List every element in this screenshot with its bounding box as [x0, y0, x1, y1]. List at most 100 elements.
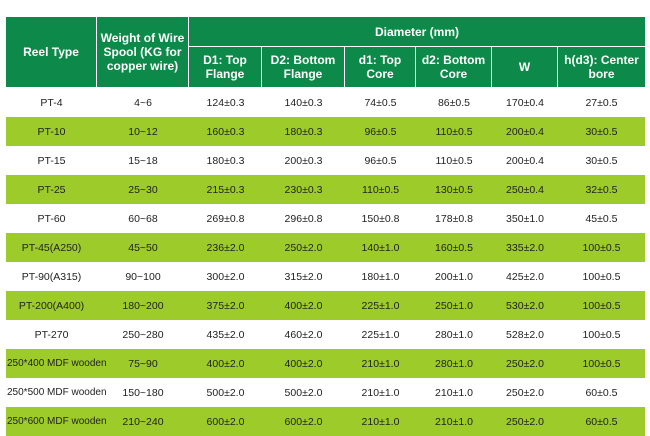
header-diameter: Diameter (mm): [189, 17, 645, 47]
cell-reel-type: 250*400 MDF wooden: [6, 349, 107, 378]
cell-top-flange: 500±2.0: [189, 378, 262, 407]
cell-center-bore: 60±0.5: [558, 407, 645, 436]
cell-w: 200±0.4: [492, 146, 558, 175]
cell-w: 170±0.4: [492, 88, 558, 117]
cell-center-bore: 30±0.5: [558, 117, 645, 146]
cell-top-core: 150±0.8: [345, 204, 416, 233]
cell-bottom-flange: 180±0.3: [262, 117, 345, 146]
cell-reel-type: PT-10: [6, 117, 97, 146]
cell-top-flange: 269±0.8: [189, 204, 262, 233]
cell-w: 250±2.0: [492, 378, 558, 407]
cell-weight: 60~68: [97, 204, 189, 233]
cell-reel-type: PT-90(A315): [6, 262, 97, 291]
table-row: PT-25 25~30 215±0.3 230±0.3 110±0.5 130±0.5 25…: [6, 175, 645, 204]
cell-bottom-flange: 400±2.0: [262, 291, 345, 320]
table-row: PT-270 250~280 435±2.0 460±2.0 225±1.0 280±1.…: [6, 320, 645, 349]
cell-bottom-flange: 400±2.0: [262, 349, 345, 378]
cell-w: 425±2.0: [492, 262, 558, 291]
cell-reel-type: PT-4: [6, 88, 97, 117]
cell-bottom-core: 130±0.5: [416, 175, 492, 204]
cell-top-core: 140±1.0: [345, 233, 416, 262]
header-w: W: [492, 47, 558, 88]
table-row: 250*500 MDF wooden 150~180 500±2.0 500±2.0 2…: [6, 378, 645, 407]
cell-weight: 75~90: [97, 349, 189, 378]
cell-weight: 210~240: [97, 407, 189, 436]
cell-bottom-core: 110±0.5: [416, 117, 492, 146]
table-row: PT-15 15~18 180±0.3 200±0.3 96±0.5 110±0.5 200…: [6, 146, 645, 175]
cell-bottom-core: 210±1.0: [416, 407, 492, 436]
cell-top-core: 74±0.5: [345, 88, 416, 117]
cell-top-flange: 215±0.3: [189, 175, 262, 204]
cell-reel-type: PT-60: [6, 204, 97, 233]
cell-top-flange: 600±2.0: [189, 407, 262, 436]
cell-bottom-flange: 200±0.3: [262, 146, 345, 175]
cell-top-flange: 435±2.0: [189, 320, 262, 349]
cell-bottom-flange: 600±2.0: [262, 407, 345, 436]
cell-top-flange: 300±2.0: [189, 262, 262, 291]
header-d1: D1: Top Flange: [189, 47, 262, 88]
cell-bottom-flange: 500±2.0: [262, 378, 345, 407]
cell-w: 350±1.0: [492, 204, 558, 233]
cell-weight: 45~50: [97, 233, 189, 262]
cell-reel-type: 250*600 MDF wooden: [6, 407, 107, 436]
cell-top-flange: 375±2.0: [189, 291, 262, 320]
cell-center-bore: 100±0.5: [558, 349, 645, 378]
cell-center-bore: 100±0.5: [558, 262, 645, 291]
cell-top-core: 225±1.0: [345, 291, 416, 320]
cell-center-bore: 60±0.5: [558, 378, 645, 407]
cell-center-bore: 27±0.5: [558, 88, 645, 117]
header-reel-type: Reel Type: [6, 17, 97, 88]
cell-bottom-core: 86±0.5: [416, 88, 492, 117]
header-d1-core: d1: Top Core: [345, 47, 416, 88]
table-row: PT-200(A400) 180~200 375±2.0 400±2.0 225±1.0…: [6, 291, 645, 320]
cell-weight: 25~30: [97, 175, 189, 204]
cell-w: 335±2.0: [492, 233, 558, 262]
cell-bottom-core: 280±1.0: [416, 320, 492, 349]
cell-top-flange: 400±2.0: [189, 349, 262, 378]
cell-w: 528±2.0: [492, 320, 558, 349]
cell-weight: 4~6: [97, 88, 189, 117]
table-row: PT-45(A250) 45~50 236±2.0 250±2.0 140±1.0 160…: [6, 233, 645, 262]
cell-reel-type: PT-25: [6, 175, 97, 204]
cell-bottom-core: 200±1.0: [416, 262, 492, 291]
table-row: PT-10 10~12 160±0.3 180±0.3 96±0.5 110±0.5 200…: [6, 117, 645, 146]
cell-reel-type: 250*500 MDF wooden: [6, 378, 107, 407]
cell-weight: 250~280: [97, 320, 189, 349]
cell-reel-type: PT-270: [6, 320, 97, 349]
cell-center-bore: 100±0.5: [558, 291, 645, 320]
cell-w: 530±2.0: [492, 291, 558, 320]
cell-bottom-flange: 460±2.0: [262, 320, 345, 349]
cell-bottom-core: 178±0.8: [416, 204, 492, 233]
cell-bottom-core: 280±1.0: [416, 349, 492, 378]
cell-top-core: 110±0.5: [345, 175, 416, 204]
cell-w: 250±0.4: [492, 175, 558, 204]
cell-bottom-core: 210±1.0: [416, 378, 492, 407]
header-weight: Weight of Wire Spool (KG for copper wire…: [97, 17, 189, 88]
table-row: PT-4 4~6 124±0.3 140±0.3 74±0.5 86±0.5 170±0.4…: [6, 88, 645, 117]
cell-bottom-flange: 140±0.3: [262, 88, 345, 117]
cell-weight: 180~200: [97, 291, 189, 320]
cell-bottom-core: 250±1.0: [416, 291, 492, 320]
cell-w: 200±0.4: [492, 117, 558, 146]
header-d2-core: d2: Bottom Core: [416, 47, 492, 88]
reel-spec-table: Reel Type Weight of Wire Spool (KG for c…: [6, 17, 645, 436]
cell-w: 250±2.0: [492, 407, 558, 436]
cell-top-core: 210±1.0: [345, 378, 416, 407]
cell-reel-type: PT-45(A250): [6, 233, 97, 262]
cell-center-bore: 32±0.5: [558, 175, 645, 204]
cell-bottom-flange: 250±2.0: [262, 233, 345, 262]
cell-reel-type: PT-200(A400): [6, 291, 97, 320]
cell-w: 250±2.0: [492, 349, 558, 378]
cell-weight: 10~12: [97, 117, 189, 146]
cell-top-core: 180±1.0: [345, 262, 416, 291]
cell-top-core: 96±0.5: [345, 117, 416, 146]
cell-top-flange: 124±0.3: [189, 88, 262, 117]
cell-center-bore: 30±0.5: [558, 146, 645, 175]
table-row: PT-90(A315) 90~100 300±2.0 315±2.0 180±1.0 20…: [6, 262, 645, 291]
header-d2: D2: Bottom Flange: [262, 47, 345, 88]
cell-center-bore: 45±0.5: [558, 204, 645, 233]
cell-top-core: 210±1.0: [345, 407, 416, 436]
header-h-d3: h(d3): Center bore: [558, 47, 645, 88]
cell-center-bore: 100±0.5: [558, 320, 645, 349]
cell-top-flange: 160±0.3: [189, 117, 262, 146]
